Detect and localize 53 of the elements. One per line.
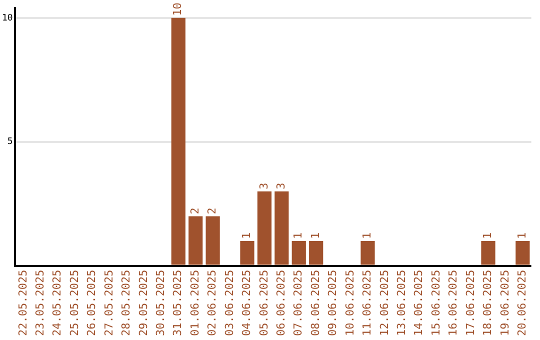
- x-tick-label: 04.06.2025: [240, 270, 254, 336]
- x-tick-label: 03.06.2025: [222, 270, 236, 336]
- bar: [292, 240, 306, 265]
- data-label: 3: [274, 182, 288, 190]
- x-tick-label: 02.06.2025: [206, 270, 219, 336]
- x-tick-label: 24.05.2025: [50, 270, 64, 336]
- data-label: 1: [516, 232, 529, 239]
- x-tick-label: 01.06.2025: [188, 270, 202, 336]
- x-tick-label: 30.05.2025: [154, 270, 168, 336]
- bar: [171, 18, 186, 265]
- x-tick-label: 23.05.2025: [34, 270, 47, 336]
- x-tick-label: 09.06.2025: [326, 270, 340, 336]
- data-label: 2: [206, 208, 219, 214]
- data-label: 1: [292, 232, 305, 239]
- bar: [274, 191, 289, 265]
- data-label: 10: [171, 2, 184, 16]
- bar: [516, 240, 530, 265]
- y-tick-label: 5: [7, 137, 13, 148]
- data-label: 2: [188, 208, 202, 214]
- data-label: 3: [257, 182, 270, 190]
- x-tick-label: 07.06.2025: [292, 270, 305, 336]
- x-tick-label: 10.06.2025: [343, 270, 356, 336]
- x-tick-label: 22.05.2025: [16, 270, 30, 336]
- x-tick-label: 28.05.2025: [120, 270, 133, 336]
- x-tick-label: 18.06.2025: [481, 270, 494, 336]
- data-label: 1: [240, 232, 254, 239]
- x-tick-label: 27.05.2025: [102, 270, 116, 336]
- x-tick-label: 14.06.2025: [412, 270, 426, 336]
- data-label: 1: [308, 232, 322, 239]
- x-tick-label: 13.06.2025: [395, 270, 408, 336]
- bar: [188, 216, 203, 265]
- data-label: 1: [360, 232, 374, 239]
- bar: [481, 240, 496, 265]
- x-tick-label: 26.05.2025: [85, 270, 98, 336]
- x-tick-label: 31.05.2025: [171, 270, 184, 336]
- bar: [240, 240, 254, 265]
- bar: [206, 216, 220, 265]
- x-tick-label: 12.06.2025: [378, 270, 391, 336]
- x-tick-label: 20.06.2025: [516, 270, 529, 336]
- x-tick-label: 05.06.2025: [257, 270, 270, 336]
- x-tick-label: 19.06.2025: [498, 270, 512, 336]
- x-tick-label: 08.06.2025: [308, 270, 322, 336]
- x-tick-label: 11.06.2025: [360, 270, 374, 336]
- x-tick-label: 25.05.2025: [68, 270, 81, 336]
- x-tick-label: 16.06.2025: [446, 270, 460, 336]
- bar: [257, 191, 272, 265]
- bar: [309, 240, 324, 265]
- x-tick-label: 17.06.2025: [464, 270, 477, 336]
- bar: [360, 240, 375, 265]
- x-tick-label: 15.06.2025: [429, 270, 442, 336]
- data-label: 1: [481, 232, 494, 239]
- x-tick-label: 29.05.2025: [136, 270, 150, 336]
- x-tick-label: 06.06.2025: [274, 270, 288, 336]
